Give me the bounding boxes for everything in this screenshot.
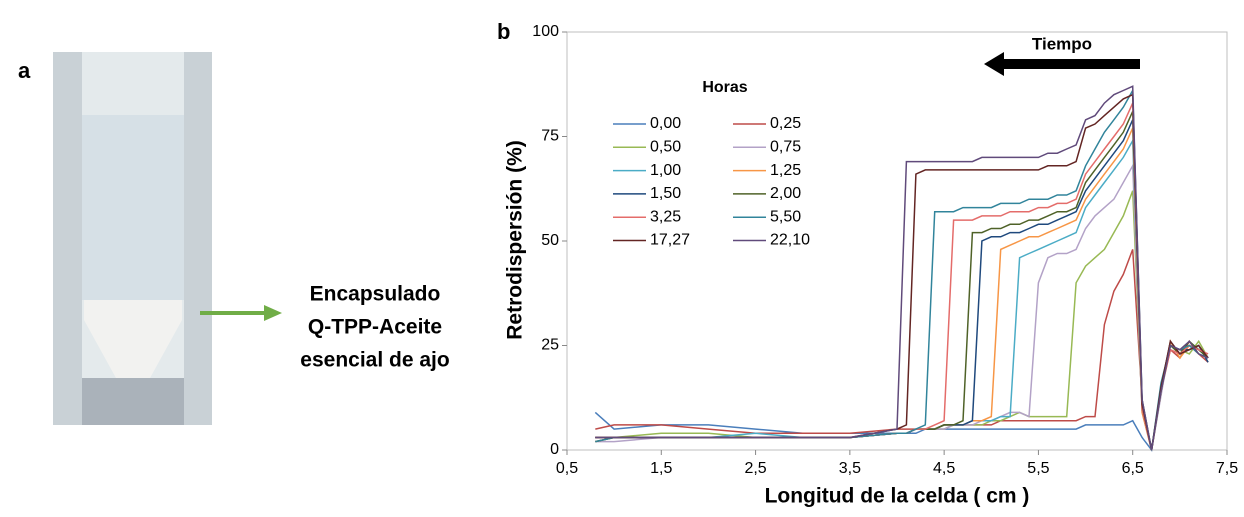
legend-label: 2,00 bbox=[770, 185, 801, 202]
legend-label: 5,50 bbox=[770, 208, 801, 225]
legend-label: 1,50 bbox=[650, 185, 681, 202]
time-arrow-head bbox=[984, 52, 1004, 76]
legend-label: 17,27 bbox=[650, 232, 690, 249]
series-line bbox=[595, 87, 1209, 451]
panel-label: a bbox=[18, 58, 31, 83]
series-line bbox=[595, 190, 1209, 451]
tube-liquid bbox=[82, 115, 184, 300]
annotation: Encapsulado bbox=[310, 283, 441, 306]
series-line bbox=[595, 93, 1209, 451]
arrow-label: Tiempo bbox=[1032, 34, 1092, 53]
x-tick-label: 6,5 bbox=[1122, 460, 1144, 477]
x-tick-label: 1,5 bbox=[650, 460, 672, 477]
series-line bbox=[595, 85, 1209, 451]
time-arrow bbox=[1000, 59, 1140, 69]
y-axis-title: Retrodispersión (%) bbox=[504, 140, 527, 340]
legend-label: 0,75 bbox=[770, 139, 801, 156]
legend-label: 0,50 bbox=[650, 139, 681, 156]
legend-label: 0,25 bbox=[770, 115, 801, 132]
y-tick-label: 75 bbox=[541, 128, 559, 145]
panel-label: b bbox=[497, 19, 510, 44]
y-tick-label: 25 bbox=[541, 337, 559, 354]
tube-bottom bbox=[82, 378, 184, 425]
legend-label: 0,00 bbox=[650, 115, 681, 132]
x-tick-label: 3,5 bbox=[839, 460, 861, 477]
legend-label: 1,25 bbox=[770, 162, 801, 179]
x-tick-label: 5,5 bbox=[1027, 460, 1049, 477]
x-tick-label: 2,5 bbox=[744, 460, 766, 477]
x-tick-label: 4,5 bbox=[933, 460, 955, 477]
x-tick-label: 7,5 bbox=[1216, 460, 1238, 477]
x-tick-label: 0,5 bbox=[556, 460, 578, 477]
annotation: Q-TPP-Aceite bbox=[308, 316, 442, 339]
y-tick-label: 100 bbox=[532, 23, 559, 40]
pointer-arrow-head bbox=[264, 305, 282, 321]
legend-label: 22,10 bbox=[770, 232, 810, 249]
legend-title: Horas bbox=[702, 79, 747, 96]
x-axis-title: Longitud de la celda ( cm ) bbox=[765, 485, 1030, 508]
legend-label: 3,25 bbox=[650, 208, 681, 225]
series-line bbox=[594, 339, 1209, 452]
y-tick-label: 0 bbox=[550, 441, 559, 458]
y-tick-label: 50 bbox=[541, 232, 559, 249]
sediment bbox=[84, 300, 182, 378]
annotation: esencial de ajo bbox=[300, 349, 449, 372]
legend-label: 1,00 bbox=[650, 162, 681, 179]
